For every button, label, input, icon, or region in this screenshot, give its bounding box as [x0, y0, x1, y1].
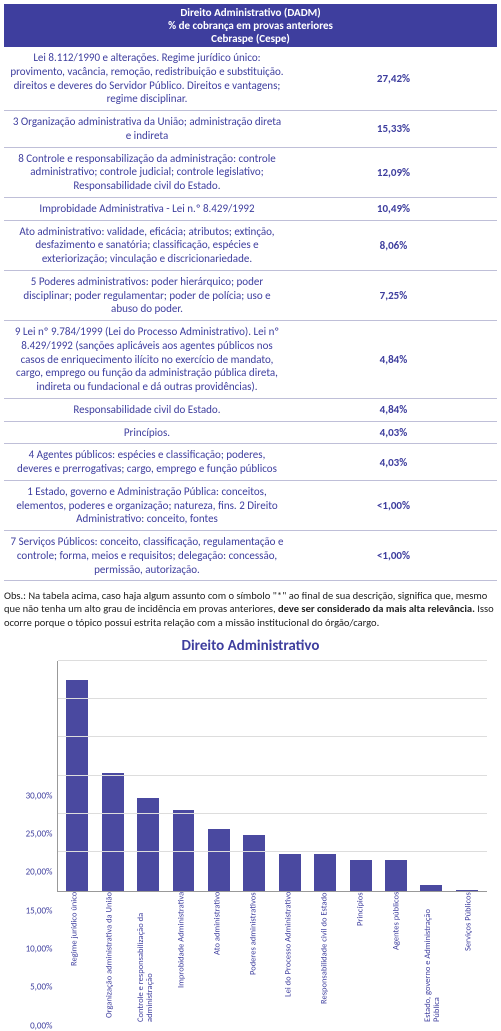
pct-cell: 4,03% — [290, 421, 497, 444]
y-tick-label: 20,00% — [11, 867, 53, 878]
pct-cell: 7,25% — [290, 270, 497, 320]
chart-title: Direito Administrativo — [4, 637, 497, 655]
pct-cell: 8,06% — [290, 220, 497, 270]
topic-cell: 5 Poderes administrativos: poder hierárq… — [4, 270, 290, 320]
x-tick-label: Serviços Públicos — [451, 892, 487, 1026]
bar — [279, 854, 301, 891]
topic-cell: 7 Serviços Públicos: conceito, classific… — [4, 531, 290, 581]
pct-cell: 10,49% — [290, 197, 497, 220]
gridline — [58, 698, 487, 699]
bar-column — [378, 661, 413, 891]
x-tick-label: Improbidade Administrativa — [164, 892, 200, 1026]
y-tick-label: 15,00% — [11, 905, 53, 916]
table-header: Direito Administrativo (DADM) % de cobra… — [4, 4, 497, 47]
table-row: 4 Agentes públicos: espécies e classific… — [4, 444, 497, 481]
pct-cell: 12,09% — [290, 147, 497, 197]
table-row: 1 Estado, governo e Administração Públic… — [4, 480, 497, 530]
y-tick-label: 5,00% — [11, 982, 53, 993]
gridline — [58, 660, 487, 661]
bar — [420, 885, 442, 891]
observation-note: Obs.: Na tabela acima, caso haja algum a… — [4, 589, 497, 628]
bar-column — [60, 661, 95, 891]
table-row: Ato administrativo: validade, eficácia; … — [4, 220, 497, 270]
bar-column — [343, 661, 378, 891]
y-tick-label: 25,00% — [11, 828, 53, 839]
x-tick-label: Poderes administrativos — [236, 892, 272, 1026]
pct-cell: <1,00% — [290, 531, 497, 581]
x-tick-label: Regime jurídico único — [57, 892, 93, 1026]
x-tick-label: Responsabilidade civil do Estado — [307, 892, 343, 1026]
bar-column — [95, 661, 130, 891]
header-line1: Direito Administrativo (DADM) — [8, 6, 493, 19]
header-line2: % de cobrança em provas anteriores — [8, 19, 493, 32]
y-tick-label: 30,00% — [11, 790, 53, 801]
table-row: 8 Controle e responsabilização da admini… — [4, 147, 497, 197]
topic-cell: 3 Organização administrativa da União; a… — [4, 111, 290, 148]
x-tick-label: Estado, governo e Administração Pública — [415, 892, 451, 1026]
table-row: 9 Lei nº 9.784/1999 (Lei do Processo Adm… — [4, 321, 497, 399]
table-row: 5 Poderes administrativos: poder hierárq… — [4, 270, 497, 320]
bar-chart: 0,00%5,00%10,00%15,00%20,00%25,00%30,00%… — [11, 661, 491, 1026]
x-tick-label: Controle e responsabilização da administ… — [128, 892, 164, 1026]
bar-column — [272, 661, 307, 891]
bar — [102, 773, 124, 891]
bar — [456, 890, 478, 891]
gridline — [58, 851, 487, 852]
table-row: Responsabilidade civil do Estado.4,84% — [4, 398, 497, 421]
bar — [314, 854, 336, 891]
topic-cell: 8 Controle e responsabilização da admini… — [4, 147, 290, 197]
bar-column — [414, 661, 449, 891]
y-tick-label: 0,00% — [11, 1020, 53, 1031]
x-tick-label: Organização administrativa da União — [92, 892, 128, 1026]
x-tick-label: Lei do Processo Administrativo — [271, 892, 307, 1026]
table-row: 3 Organização administrativa da União; a… — [4, 111, 497, 148]
bar-column — [449, 661, 484, 891]
bar-column — [201, 661, 236, 891]
bar-column — [237, 661, 272, 891]
topic-table: Direito Administrativo (DADM) % de cobra… — [4, 4, 497, 581]
pct-cell: 4,03% — [290, 444, 497, 481]
pct-cell: <1,00% — [290, 480, 497, 530]
bar — [350, 860, 372, 891]
bar — [66, 680, 88, 890]
gridline — [58, 736, 487, 737]
topic-cell: Princípios. — [4, 421, 290, 444]
gridline — [58, 775, 487, 776]
x-tick-label: Agentes públicos — [379, 892, 415, 1026]
pct-cell: 4,84% — [290, 398, 497, 421]
table-row: Princípios.4,03% — [4, 421, 497, 444]
bar-column — [130, 661, 165, 891]
bar — [243, 835, 265, 891]
topic-cell: 9 Lei nº 9.784/1999 (Lei do Processo Adm… — [4, 321, 290, 399]
topic-cell: Responsabilidade civil do Estado. — [4, 398, 290, 421]
bar — [137, 798, 159, 891]
y-tick-label: 10,00% — [11, 943, 53, 954]
pct-cell: 27,42% — [290, 47, 497, 111]
table-row: Improbidade Administrativa - Lei n.º 8.4… — [4, 197, 497, 220]
header-line3: Cebraspe (Cespe) — [8, 32, 493, 45]
bar-column — [166, 661, 201, 891]
topic-cell: Ato administrativo: validade, eficácia; … — [4, 220, 290, 270]
pct-cell: 15,33% — [290, 111, 497, 148]
bar — [385, 860, 407, 891]
table-row: Lei 8.112/1990 e alterações. Regime jurí… — [4, 47, 497, 111]
x-tick-label: Ato administrativo — [200, 892, 236, 1026]
topic-cell: 4 Agentes públicos: espécies e classific… — [4, 444, 290, 481]
topic-cell: Lei 8.112/1990 e alterações. Regime jurí… — [4, 47, 290, 111]
obs-p2: deve ser considerado da mais alta relevâ… — [278, 602, 475, 615]
bar-column — [307, 661, 342, 891]
table-row: 7 Serviços Públicos: conceito, classific… — [4, 531, 497, 581]
topic-cell: Improbidade Administrativa - Lei n.º 8.4… — [4, 197, 290, 220]
topic-cell: 1 Estado, governo e Administração Públic… — [4, 480, 290, 530]
bar — [208, 829, 230, 891]
gridline — [58, 813, 487, 814]
x-tick-label: Princípios — [343, 892, 379, 1026]
pct-cell: 4,84% — [290, 321, 497, 399]
